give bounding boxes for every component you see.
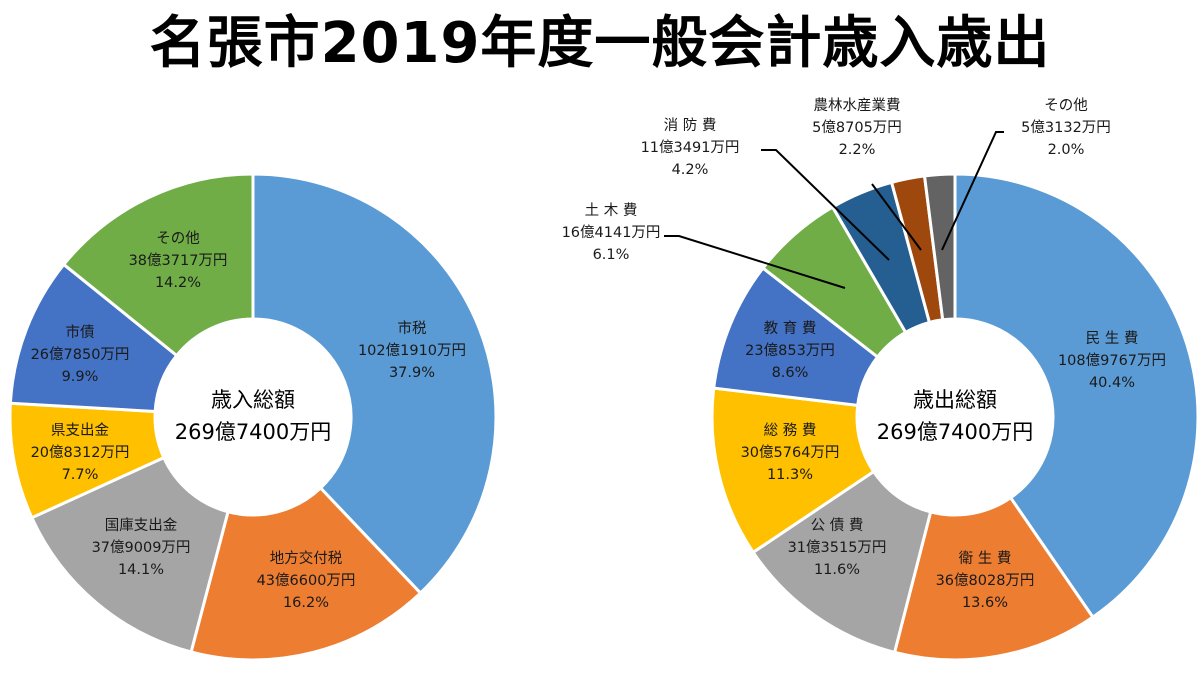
expense-label-name-農林水産業費: 農林水産業費	[814, 97, 901, 114]
expense-leader-line-消防費	[761, 149, 890, 261]
revenue-slice-その他	[61, 172, 255, 358]
expense-center-total: 269億7400万円	[877, 420, 1034, 444]
expense-label-percent-農林水産業費: 2.2%	[839, 142, 876, 158]
expense-label-amount-総務費: 30億5764万円	[741, 444, 840, 461]
revenue-label-name-市税: 市税	[398, 320, 427, 337]
expense-center-title: 歳出総額	[913, 388, 997, 412]
expense-label-percent-公債費: 11.6%	[814, 562, 860, 578]
revenue-label-amount-市債: 26億7850万円	[31, 346, 130, 363]
expense-label-name-消防費: 消 防 費	[664, 117, 717, 134]
expense-label-amount-消防費: 11億3491万円	[641, 139, 740, 156]
revenue-slice-市税	[251, 172, 498, 596]
revenue-label-percent-地方交付税: 16.2%	[283, 595, 329, 611]
revenue-center-total: 269億7400万円	[175, 420, 332, 444]
expense-label-percent-民生費: 40.4%	[1089, 375, 1135, 391]
revenue-label-percent-その他: 14.2%	[155, 275, 201, 291]
revenue-label-percent-市税: 37.9%	[389, 365, 435, 381]
expense-slice-総務費	[710, 386, 876, 555]
expense-label-percent-消防費: 4.2%	[672, 162, 709, 178]
revenue-label-amount-その他: 38億3717万円	[129, 252, 228, 269]
expense-leader-line-土木費	[664, 235, 846, 289]
expense-donut-chart: 民 生 費 108億9767万円 40.4% 衛 生 費 36億8028万円 13.6% 公…	[562, 97, 1200, 662]
expense-label-percent-衛生費: 13.6%	[962, 595, 1008, 611]
expense-label-name-民生費: 民 生 費	[1086, 330, 1139, 347]
revenue-label-name-県支出金: 県支出金	[51, 422, 109, 439]
expense-label-amount-その他: 5億3132万円	[1021, 119, 1111, 136]
expense-label-percent-教育費: 8.6%	[772, 365, 809, 381]
revenue-label-name-国庫支出金: 国庫支出金	[105, 517, 178, 534]
expense-slice-その他	[922, 172, 957, 322]
revenue-slice-国庫支出金	[29, 455, 230, 654]
expense-leader-line-その他	[941, 131, 1004, 251]
expense-label-amount-土木費: 16億4141万円	[562, 224, 661, 241]
revenue-label-percent-国庫支出金: 14.1%	[118, 562, 164, 578]
revenue-label-name-市債: 市債	[66, 324, 95, 341]
expense-slice-公債費	[751, 469, 933, 655]
revenue-label-amount-国庫支出金: 37億9009万円	[92, 539, 191, 556]
revenue-label-amount-市税: 102億1910万円	[358, 342, 466, 359]
expense-label-name-公債費: 公 債 費	[811, 517, 864, 534]
expense-label-amount-農林水産業費: 5億8705万円	[812, 119, 902, 136]
expense-label-percent-その他: 2.0%	[1048, 142, 1085, 158]
expense-slice-衛生費	[892, 495, 1095, 662]
revenue-label-name-その他: その他	[156, 230, 200, 247]
expense-label-amount-衛生費: 36億8028万円	[936, 572, 1035, 589]
expense-slice-民生費	[953, 172, 1200, 620]
revenue-label-name-地方交付税: 地方交付税	[270, 549, 343, 567]
revenue-label-amount-県支出金: 20億8312万円	[31, 444, 130, 461]
revenue-label-amount-地方交付税: 43億6600万円	[257, 572, 356, 589]
expense-label-name-総務費: 総 務 費	[764, 422, 817, 439]
expense-label-name-土木費: 土 木 費	[585, 202, 638, 219]
expense-leader-line-農林水産業費	[871, 183, 922, 251]
expense-label-name-衛生費: 衛 生 費	[959, 550, 1012, 567]
revenue-donut-chart: 市税 102億1910万円 37.9% 地方交付税 43億6600万円 16.2% 国庫支出…	[8, 172, 498, 662]
revenue-center-title: 歳入総額	[211, 388, 295, 412]
revenue-slice-地方交付税	[189, 485, 423, 662]
expense-label-amount-教育費: 23億853万円	[745, 342, 835, 359]
revenue-label-percent-市債: 9.9%	[62, 369, 99, 385]
page-title: 名張市2019年度一般会計歳入歳出	[149, 11, 1051, 76]
expense-label-amount-公債費: 31億3515万円	[788, 539, 887, 556]
expense-label-name-その他: その他	[1044, 97, 1088, 114]
expense-label-percent-総務費: 11.3%	[767, 467, 813, 483]
expense-label-percent-土木費: 6.1%	[593, 247, 630, 263]
expense-label-name-教育費: 教 育 費	[764, 320, 817, 337]
expense-label-amount-民生費: 108億9767万円	[1058, 352, 1166, 369]
revenue-label-percent-県支出金: 7.7%	[62, 467, 99, 483]
